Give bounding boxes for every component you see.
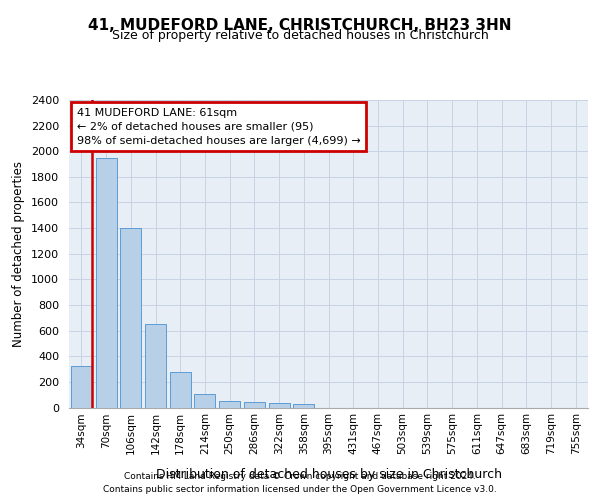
Bar [194,394,215,407]
Text: Contains HM Land Registry data © Crown copyright and database right 2024.: Contains HM Land Registry data © Crown c… [124,472,476,481]
Bar [71,366,92,408]
Text: 41, MUDEFORD LANE, CHRISTCHURCH, BH23 3HN: 41, MUDEFORD LANE, CHRISTCHURCH, BH23 3H… [88,18,512,32]
Bar [120,228,141,408]
X-axis label: Distribution of detached houses by size in Christchurch: Distribution of detached houses by size … [155,468,502,481]
Bar [170,372,191,408]
Bar [244,402,265,407]
Bar [293,404,314,407]
Y-axis label: Number of detached properties: Number of detached properties [13,161,25,347]
Text: 41 MUDEFORD LANE: 61sqm
← 2% of detached houses are smaller (95)
98% of semi-det: 41 MUDEFORD LANE: 61sqm ← 2% of detached… [77,108,361,146]
Bar [219,401,240,407]
Bar [95,158,116,408]
Bar [145,324,166,407]
Text: Contains public sector information licensed under the Open Government Licence v3: Contains public sector information licen… [103,484,497,494]
Text: Size of property relative to detached houses in Christchurch: Size of property relative to detached ho… [112,29,488,42]
Bar [269,403,290,407]
